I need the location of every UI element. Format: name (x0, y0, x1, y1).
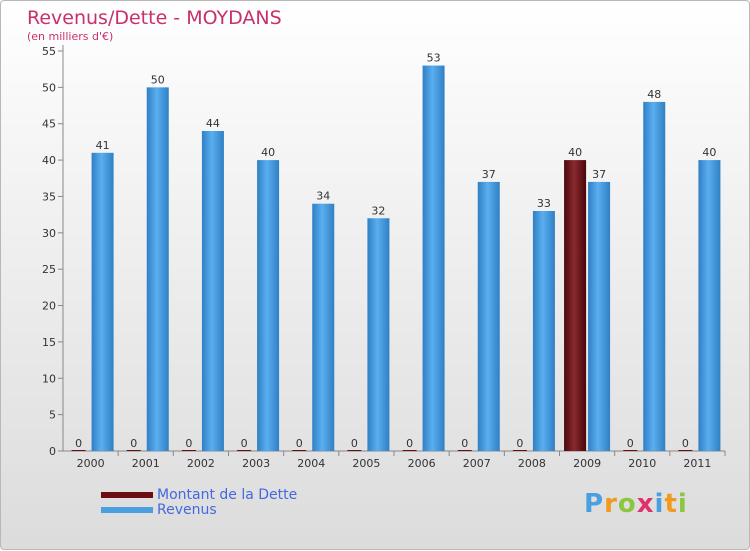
y-tick-label: 10 (42, 372, 56, 385)
data-label-dette: 0 (130, 437, 137, 450)
bar-revenus (91, 152, 114, 451)
data-label-dette: 0 (351, 437, 358, 450)
x-tick-label: 2003 (242, 457, 270, 470)
data-label-revenus: 40 (261, 146, 275, 159)
legend: Montant de la Dette Revenus (101, 486, 298, 518)
x-tick-label: 2002 (187, 457, 215, 470)
data-label-dette: 0 (241, 437, 248, 450)
data-label-dette: 0 (185, 437, 192, 450)
legend-label-revenus: Revenus (157, 501, 217, 518)
data-label-revenus: 32 (371, 204, 385, 217)
logo-letter: o (617, 489, 637, 519)
bar-revenus (477, 181, 500, 451)
data-label-dette: 0 (296, 437, 303, 450)
data-label-revenus: 50 (151, 73, 165, 86)
logo-letter: P (584, 489, 605, 519)
bar-revenus (588, 181, 611, 451)
bar-dette (564, 160, 587, 451)
chart-subtitle: (en milliers d'€) (27, 30, 114, 43)
legend-item-revenus: Revenus (101, 501, 297, 518)
x-tick-label: 2010 (628, 457, 656, 470)
bar-revenus (146, 87, 169, 451)
legend-swatch-revenus (101, 506, 153, 513)
bar-revenus (257, 160, 280, 451)
legend-label-dette: Montant de la Dette (157, 486, 298, 503)
data-label-revenus: 33 (537, 197, 551, 210)
x-tick-label: 2006 (408, 457, 436, 470)
data-label-revenus: 44 (206, 117, 220, 130)
y-tick-label: 5 (49, 409, 56, 422)
data-label-dette: 0 (627, 437, 634, 450)
data-label-revenus: 53 (427, 52, 441, 65)
data-label-dette: 0 (516, 437, 523, 450)
logo-letter: x (636, 489, 655, 519)
logo-letter: i (677, 489, 688, 519)
y-tick-label: 0 (49, 445, 56, 458)
data-label-revenus: 41 (96, 139, 110, 152)
chart-title: Revenus/Dette - MOYDANS (27, 7, 282, 29)
data-label-revenus: 37 (482, 168, 496, 181)
x-tick-label: 2005 (352, 457, 380, 470)
y-tick-label: 15 (42, 336, 56, 349)
bar-revenus (422, 65, 445, 451)
x-tick-label: 2011 (683, 457, 711, 470)
x-tick-label: 2004 (297, 457, 325, 470)
x-tick-label: 2008 (518, 457, 546, 470)
y-tick-label: 20 (42, 300, 56, 313)
bar-revenus (643, 101, 666, 451)
data-label-dette: 0 (75, 437, 82, 450)
proxiti-logo: Proxiti (584, 489, 688, 519)
bar-revenus (201, 131, 224, 451)
data-label-revenus: 48 (647, 88, 661, 101)
data-label-dette: 0 (682, 437, 689, 450)
bar-revenus (367, 218, 390, 451)
y-tick-label: 45 (42, 118, 56, 131)
bar-revenus (532, 211, 555, 451)
data-label-dette: 0 (406, 437, 413, 450)
x-tick-label: 2000 (77, 457, 105, 470)
data-label-dette: 0 (461, 437, 468, 450)
logo-letter: r (604, 489, 618, 519)
y-tick-label: 35 (42, 190, 56, 203)
x-tick-label: 2007 (463, 457, 491, 470)
x-tick-label: 2001 (132, 457, 160, 470)
y-tick-label: 25 (42, 263, 56, 276)
logo-letter: i (654, 489, 665, 519)
x-tick-label: 2009 (573, 457, 601, 470)
y-tick-label: 40 (42, 154, 56, 167)
data-label-revenus: 34 (316, 190, 330, 203)
data-label-dette: 40 (568, 146, 582, 159)
legend-item-dette: Montant de la Dette (101, 486, 298, 503)
legend-swatch-dette (101, 491, 153, 498)
y-tick-label: 55 (42, 45, 56, 58)
bar-revenus (698, 160, 721, 451)
y-tick-label: 30 (42, 227, 56, 240)
bar-revenus (312, 203, 335, 451)
logo-letter: t (664, 489, 678, 519)
data-label-revenus: 37 (592, 168, 606, 181)
y-tick-label: 50 (42, 81, 56, 94)
data-label-revenus: 40 (702, 146, 716, 159)
